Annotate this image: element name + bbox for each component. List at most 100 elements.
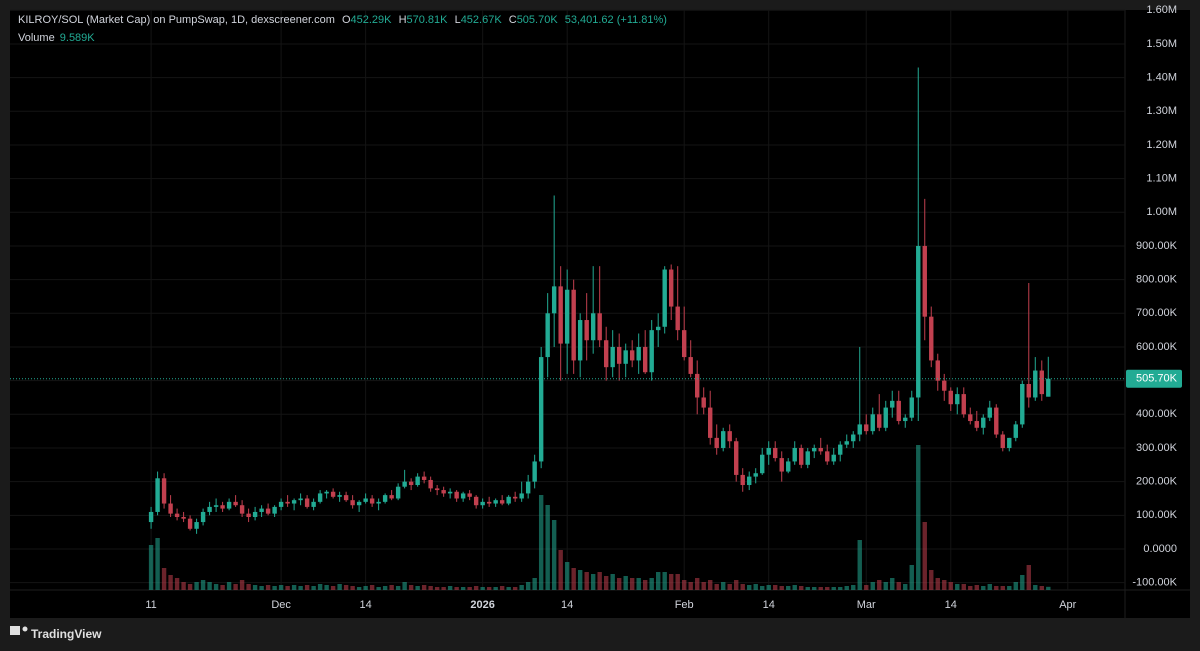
volume-bar <box>922 522 927 590</box>
candle-body <box>161 478 167 504</box>
candle-body <box>473 496 479 506</box>
candle-body <box>1046 378 1051 397</box>
volume-bar <box>1013 582 1018 590</box>
candle-body <box>948 390 953 405</box>
candle-body <box>1020 384 1025 425</box>
volume-bar <box>642 580 648 590</box>
volume-bar <box>441 587 446 590</box>
candle-body <box>597 313 602 341</box>
candle-body <box>408 481 414 486</box>
candle-body <box>1013 424 1018 438</box>
volume-bar <box>389 585 394 590</box>
candle-body <box>1007 437 1012 448</box>
candle-body <box>571 289 576 361</box>
candle-body <box>851 434 856 442</box>
volume-bar <box>760 586 765 590</box>
y-tick-label: 1.00M <box>1146 206 1177 218</box>
candle-body <box>629 350 635 361</box>
volume-bar <box>187 584 193 590</box>
volume-bar <box>402 582 407 590</box>
candle-body <box>239 505 245 514</box>
volume-bar <box>564 562 570 590</box>
volume-bar <box>909 565 914 590</box>
candle-body <box>747 476 752 486</box>
volume-bar <box>1000 586 1005 590</box>
volume-bar <box>877 580 882 590</box>
y-tick-label: 100.00K <box>1136 509 1178 521</box>
volume-bar <box>194 582 199 590</box>
candle-body <box>551 286 557 314</box>
volume-bar <box>942 580 947 590</box>
volume-bar <box>695 578 700 590</box>
volume-bar <box>961 584 966 590</box>
candle-body <box>148 511 154 523</box>
candle-body <box>213 505 219 507</box>
volume-bar <box>857 540 862 590</box>
volume-bar <box>623 576 628 590</box>
volume-bar <box>584 572 589 590</box>
volume-bar <box>786 586 791 590</box>
volume-bar <box>174 578 180 590</box>
volume-bar <box>818 587 823 590</box>
candle-body <box>994 407 999 435</box>
y-tick-label: 1.60M <box>1146 4 1177 16</box>
volume-bar <box>512 587 518 590</box>
volume-bar <box>161 568 167 590</box>
volume-bar <box>298 586 303 590</box>
x-tick-label: Apr <box>1059 599 1076 611</box>
candle-body <box>519 493 524 499</box>
volume-bar <box>1033 585 1038 590</box>
volume-bar <box>181 582 186 590</box>
volume-bar <box>883 582 888 590</box>
legend-key: C <box>509 14 517 26</box>
candle-body <box>642 346 648 373</box>
candle-body <box>187 518 193 529</box>
x-tick-label: 11 <box>145 599 156 611</box>
volume-bar <box>454 587 459 590</box>
candle-body <box>259 508 264 512</box>
candle-body <box>961 394 966 415</box>
volume-bar <box>499 586 505 590</box>
brand-icon <box>10 626 20 635</box>
candle-body <box>220 505 225 509</box>
candle-body <box>870 414 875 432</box>
candle-body <box>636 346 641 361</box>
candle-body <box>168 503 173 514</box>
volume-bar <box>291 585 297 590</box>
candle-body <box>356 501 362 506</box>
candle-body <box>506 496 511 504</box>
volume-bar <box>968 586 973 590</box>
candle-body <box>486 501 492 504</box>
volume-bar <box>272 586 277 590</box>
candle-body <box>655 326 661 331</box>
volume-bar <box>773 585 778 590</box>
volume-bar <box>1026 565 1031 590</box>
candle-body <box>467 493 472 497</box>
candle-body <box>363 498 368 502</box>
candle-body <box>649 330 654 373</box>
brand[interactable]: TradingView <box>31 627 102 641</box>
volume-bar <box>825 587 830 590</box>
candle-body <box>272 506 277 514</box>
volume-bar <box>655 572 661 590</box>
candle-body <box>675 306 680 331</box>
volume-bar <box>363 586 368 590</box>
candle-body <box>155 478 160 512</box>
volume-bar <box>974 585 979 590</box>
legend-value: 570.81K <box>407 14 449 26</box>
candle-body <box>701 397 706 408</box>
candles <box>148 67 1051 534</box>
volume-bar <box>376 587 381 590</box>
candle-body <box>682 330 687 358</box>
candle-body <box>896 400 901 422</box>
candle-body <box>330 491 336 497</box>
volume-bar <box>356 587 362 590</box>
legend-key: O <box>342 14 351 26</box>
legend-key: L <box>455 14 461 26</box>
candle-body <box>727 431 732 442</box>
volume-bar <box>668 574 674 590</box>
candle-body <box>844 441 849 445</box>
candle-body <box>714 437 719 448</box>
candle-body <box>909 397 914 418</box>
